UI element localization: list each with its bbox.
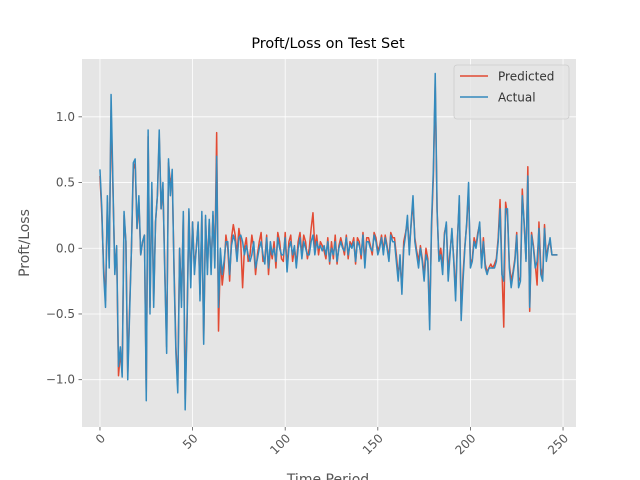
x-tick-label: 50 [180, 431, 201, 452]
y-tick-label: −0.5 [46, 307, 75, 321]
y-axis-label: Proft/Loss [17, 209, 33, 277]
x-axis-label: Time Period [286, 472, 369, 480]
y-tick-label: −1.0 [46, 373, 75, 387]
y-tick-label: 1.0 [56, 110, 75, 124]
chart-title: Proft/Loss on Test Set [251, 36, 405, 52]
x-tick-label: 200 [452, 431, 478, 457]
x-tick-label: 150 [360, 431, 386, 457]
legend-label: Predicted [498, 70, 554, 84]
legend-label: Actual [498, 91, 536, 105]
x-tick-label: 100 [267, 431, 293, 457]
x-tick-label: 250 [545, 431, 571, 457]
legend-box [453, 64, 570, 120]
y-tick-label: 0.0 [56, 241, 75, 255]
x-tick-label: 0 [93, 431, 108, 446]
data-line [99, 72, 558, 411]
legend: Predicted Actual [453, 64, 570, 120]
y-tick-label: 0.5 [56, 176, 75, 190]
